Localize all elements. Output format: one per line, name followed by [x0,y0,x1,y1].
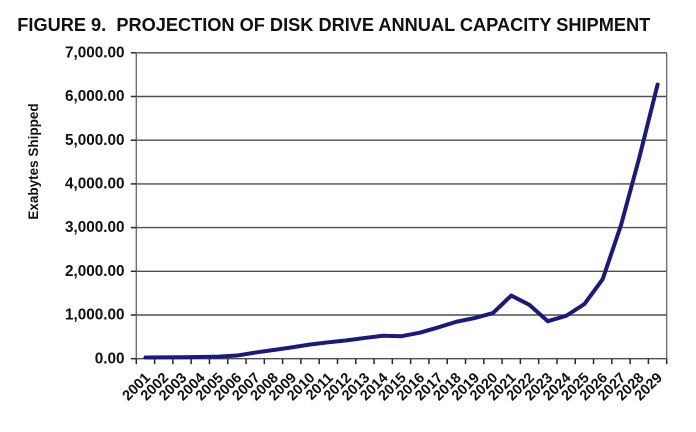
svg-text:0.00: 0.00 [95,350,125,367]
svg-text:6,000.00: 6,000.00 [65,88,125,105]
svg-text:2,000.00: 2,000.00 [65,263,125,280]
svg-text:4,000.00: 4,000.00 [65,176,125,193]
svg-text:5,000.00: 5,000.00 [65,132,125,149]
svg-text:7,000.00: 7,000.00 [65,44,125,61]
svg-text:3,000.00: 3,000.00 [65,219,125,236]
svg-text:FIGURE 9. PROJECTION OF DISK: FIGURE 9. PROJECTION OF DISK DRIVE ANNUA… [17,15,650,35]
svg-text:Exabytes Shipped: Exabytes Shipped [26,103,41,219]
svg-text:1,000.00: 1,000.00 [65,307,125,324]
